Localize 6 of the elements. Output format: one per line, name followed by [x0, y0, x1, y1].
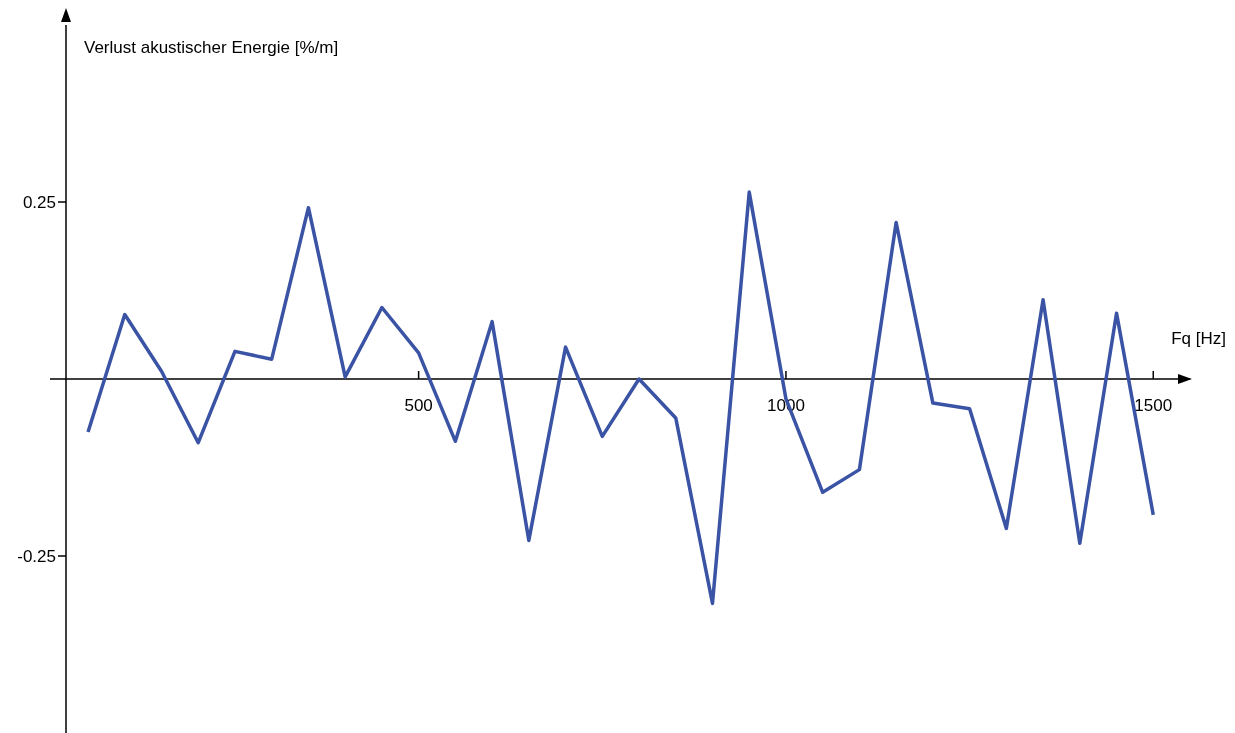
y-axis-title: Verlust akustischer Energie [%/m]	[84, 38, 339, 57]
x-tick-label: 1500	[1134, 396, 1173, 415]
y-tick-label: 0.25	[22, 193, 56, 213]
y-tick-label: -0.25	[17, 547, 56, 567]
x-tick-label: 500	[404, 396, 433, 415]
x-axis-title: Fq [Hz]	[1171, 329, 1226, 348]
